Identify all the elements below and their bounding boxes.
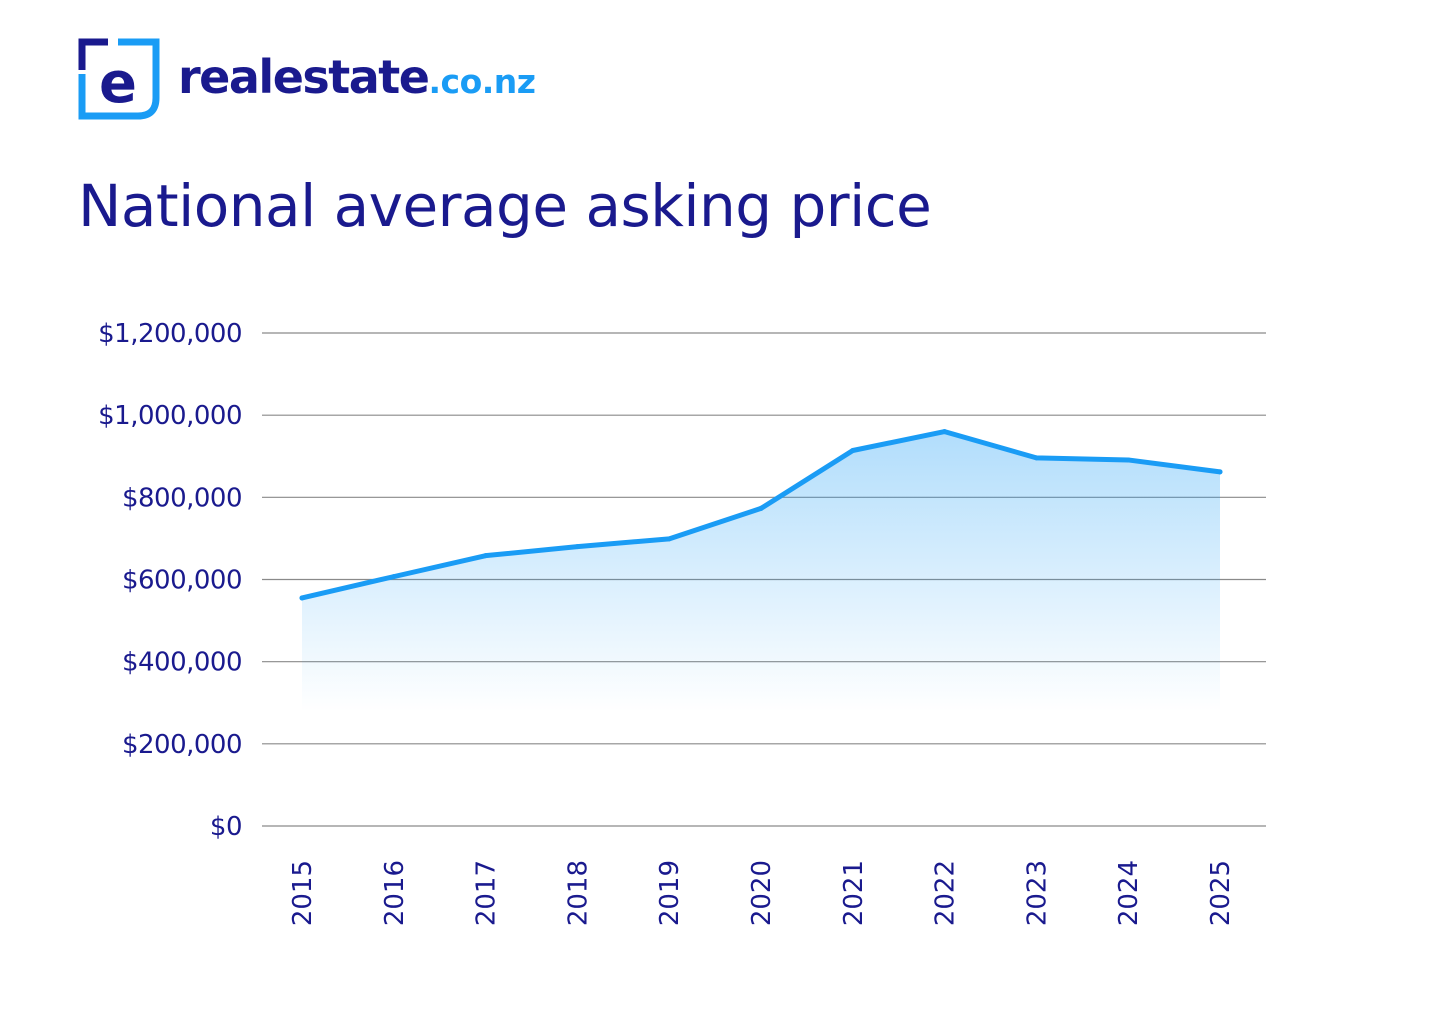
chart-title: National average asking price (78, 172, 932, 240)
data-point-2020 (758, 505, 764, 511)
logo-wordmark: realestate .co.nz (178, 50, 536, 104)
data-point-2025 (1217, 469, 1223, 475)
data-point-2021 (850, 447, 856, 453)
logo-letter: e (99, 51, 137, 116)
x-tick-label: 2016 (380, 860, 410, 926)
x-tick-label: 2025 (1206, 860, 1236, 926)
y-tick-label: $800,000 (122, 483, 242, 513)
y-tick-label: $1,200,000 (98, 319, 242, 349)
data-point-2016 (391, 574, 397, 580)
logo-name: realestate (178, 50, 430, 104)
data-point-2024 (1125, 457, 1131, 463)
data-point-2018 (574, 544, 580, 550)
y-tick-label: $400,000 (122, 648, 242, 678)
x-tick-label: 2022 (931, 860, 961, 926)
data-point-2019 (666, 536, 672, 542)
logo-tld: .co.nz (428, 62, 537, 101)
data-point-2015 (299, 595, 305, 601)
data-point-2022 (942, 429, 948, 435)
y-tick-label: $600,000 (122, 566, 242, 596)
data-point-2023 (1033, 455, 1039, 461)
x-tick-label: 2020 (747, 860, 777, 926)
series-area (302, 431, 1220, 712)
y-tick-label: $0 (210, 812, 242, 842)
x-tick-label: 2018 (563, 860, 593, 926)
x-tick-label: 2019 (655, 860, 685, 926)
x-tick-label: 2017 (472, 860, 502, 926)
data-point-2017 (483, 553, 489, 559)
x-tick-label: 2021 (839, 860, 869, 926)
x-tick-label: 2024 (1114, 860, 1144, 926)
x-tick-label: 2023 (1022, 860, 1052, 926)
brand-logo[interactable]: e realestate .co.nz (78, 38, 536, 120)
y-tick-label: $1,000,000 (98, 401, 242, 431)
realestate-logo-icon: e (78, 38, 160, 120)
x-tick-label: 2015 (288, 860, 318, 926)
y-tick-label: $200,000 (122, 730, 242, 760)
